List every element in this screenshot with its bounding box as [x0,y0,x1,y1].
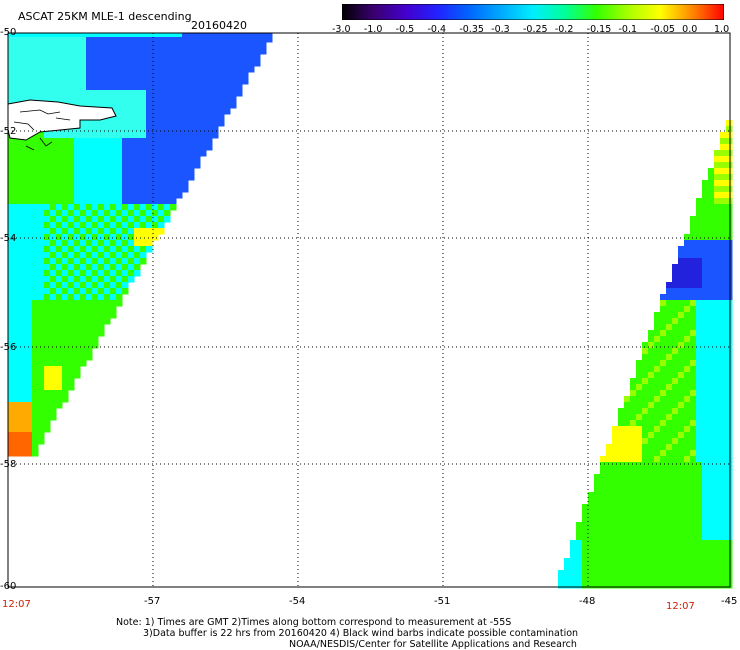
note-line-1: Note: 1) Times are GMT 2)Times along bot… [116,617,512,628]
colorbar-label: -1.0 [363,24,383,35]
colorbar-label: -0.5 [395,24,415,35]
map-date: 20160420 [191,19,247,32]
lon-label-45: -45 [721,596,738,607]
lon-label-48: -48 [579,596,596,607]
lon-label-54: -54 [289,596,306,607]
colorbar-label: -0.4 [427,24,447,35]
colorbar [342,4,724,20]
colorbar-label: -0.15 [586,24,612,35]
falkland-islands-coastline [7,99,117,151]
lat-label-52: -52 [0,126,17,137]
lat-lon-grid [8,33,730,587]
lon-label-57: -57 [144,596,161,607]
note-line-2: 3)Data buffer is 22 hrs from 20160420 4)… [143,628,579,639]
time-right: 12:07 [666,601,695,612]
lat-label-50: -50 [0,27,17,38]
lon-label-51: -51 [434,596,451,607]
colorbar-label: -3.0 [332,24,351,35]
colorbar-label: 0.0 [682,24,698,35]
colorbar-label: -0.2 [554,24,574,35]
lat-label-56: -56 [0,342,17,353]
lat-label-58: -58 [0,459,17,470]
lat-label-54: -54 [0,233,17,244]
colorbar-label: -0.3 [491,24,510,35]
colorbar-label: -0.1 [618,24,638,35]
map-frame [7,32,731,588]
lat-label-60: -60 [0,581,17,592]
swath-left [8,33,273,457]
colorbar-label: -0.05 [650,24,675,35]
note-line-3: NOAA/NESDIS/Center for Satellite Applica… [289,639,577,650]
colorbar-label: -0.25 [523,24,548,35]
colorbar-label: -0.35 [459,24,484,35]
time-left: 12:07 [2,599,31,610]
map-title: ASCAT 25KM MLE-1 descending [18,10,192,23]
colorbar-label: 1.0 [714,24,730,35]
colorbar-gradient [342,4,724,20]
swath-right [558,120,733,589]
